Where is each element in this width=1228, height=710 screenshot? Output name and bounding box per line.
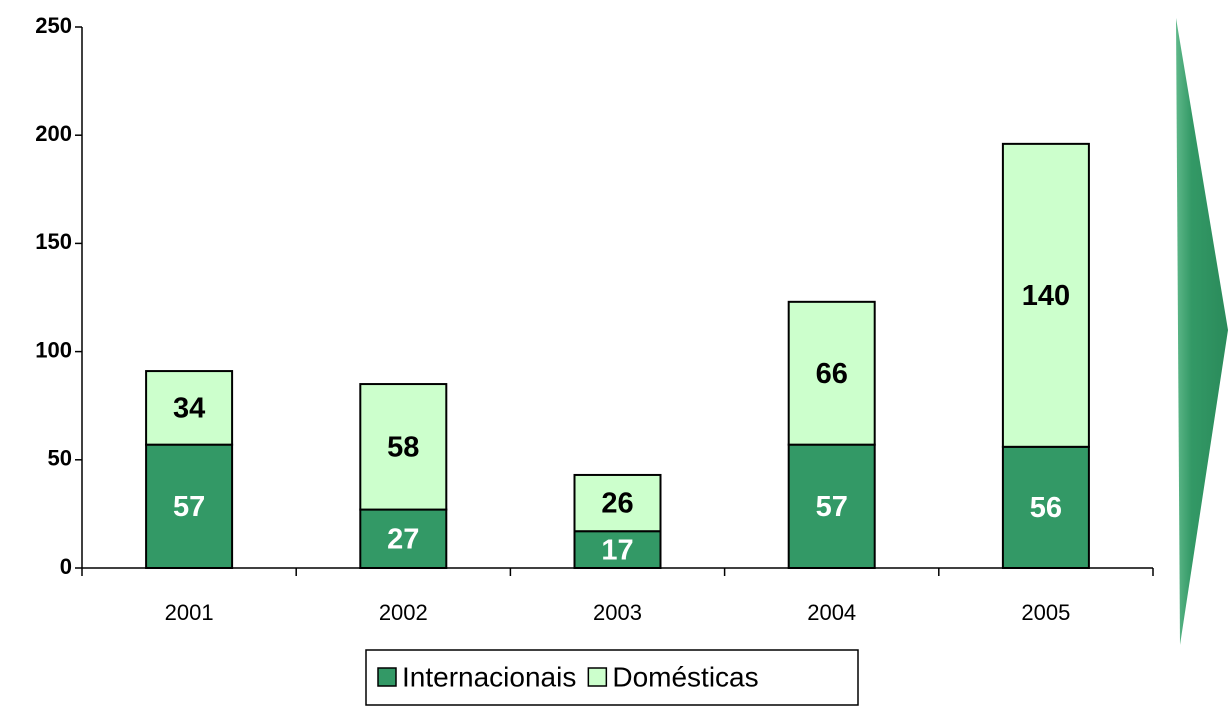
bar-segment xyxy=(787,300,876,446)
legend-label: Domésticas xyxy=(612,661,758,692)
bar-segment xyxy=(145,443,234,570)
data-label: 57 xyxy=(816,491,848,523)
data-label: 56 xyxy=(1030,492,1062,524)
data-label: 57 xyxy=(173,491,205,523)
data-label: 140 xyxy=(1022,280,1070,312)
arrow-decoration xyxy=(1176,18,1228,645)
y-tick-label: 200 xyxy=(35,121,72,146)
bar-segment xyxy=(359,508,448,569)
y-tick-label: 100 xyxy=(35,337,72,362)
legend-label: Internacionais xyxy=(402,661,576,692)
data-label: 27 xyxy=(387,523,419,555)
bar-segment xyxy=(787,443,876,570)
y-tick-label: 250 xyxy=(35,13,72,38)
legend-swatch xyxy=(377,667,397,687)
bar-segment xyxy=(359,383,448,511)
legend-swatch xyxy=(587,667,608,687)
x-tick-label: 2004 xyxy=(807,600,856,625)
legend-box xyxy=(365,649,859,706)
bar-segment xyxy=(573,473,662,533)
x-tick-label: 2002 xyxy=(379,600,428,625)
y-tick-label: 0 xyxy=(60,554,72,579)
y-tick-label: 50 xyxy=(48,446,72,471)
bar-segment xyxy=(573,530,662,569)
data-label: 66 xyxy=(816,358,848,390)
bar-segment xyxy=(1001,445,1090,570)
x-tick-label: 2001 xyxy=(165,600,214,625)
data-label: 58 xyxy=(387,431,419,463)
data-label: 26 xyxy=(601,488,633,520)
y-tick-label: 150 xyxy=(35,229,72,254)
x-tick-label: 2005 xyxy=(1021,600,1070,625)
x-tick-label: 2003 xyxy=(593,600,642,625)
data-label: 17 xyxy=(601,534,633,566)
data-label: 34 xyxy=(173,393,205,425)
bar-segment xyxy=(145,370,234,446)
bar-segment xyxy=(1001,142,1090,448)
